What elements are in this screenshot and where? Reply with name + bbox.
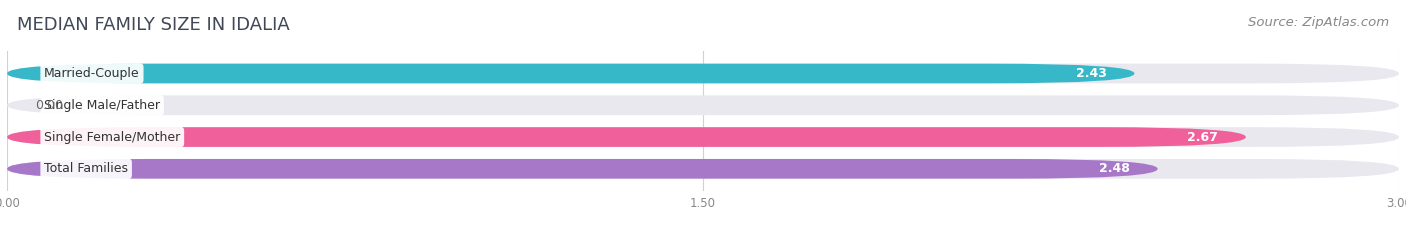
Text: MEDIAN FAMILY SIZE IN IDALIA: MEDIAN FAMILY SIZE IN IDALIA	[17, 16, 290, 34]
FancyBboxPatch shape	[7, 64, 1399, 83]
Text: 2.67: 2.67	[1187, 130, 1218, 144]
Text: Single Female/Mother: Single Female/Mother	[44, 130, 180, 144]
FancyBboxPatch shape	[7, 159, 1157, 179]
FancyBboxPatch shape	[7, 127, 1399, 147]
FancyBboxPatch shape	[7, 64, 1135, 83]
Text: Total Families: Total Families	[44, 162, 128, 175]
FancyBboxPatch shape	[7, 159, 1399, 179]
Text: 0.00: 0.00	[35, 99, 63, 112]
Text: Married-Couple: Married-Couple	[44, 67, 139, 80]
FancyBboxPatch shape	[7, 96, 1399, 115]
FancyBboxPatch shape	[7, 127, 1246, 147]
Text: Source: ZipAtlas.com: Source: ZipAtlas.com	[1249, 16, 1389, 29]
Text: Single Male/Father: Single Male/Father	[44, 99, 160, 112]
Text: 2.43: 2.43	[1076, 67, 1107, 80]
Text: 2.48: 2.48	[1099, 162, 1130, 175]
